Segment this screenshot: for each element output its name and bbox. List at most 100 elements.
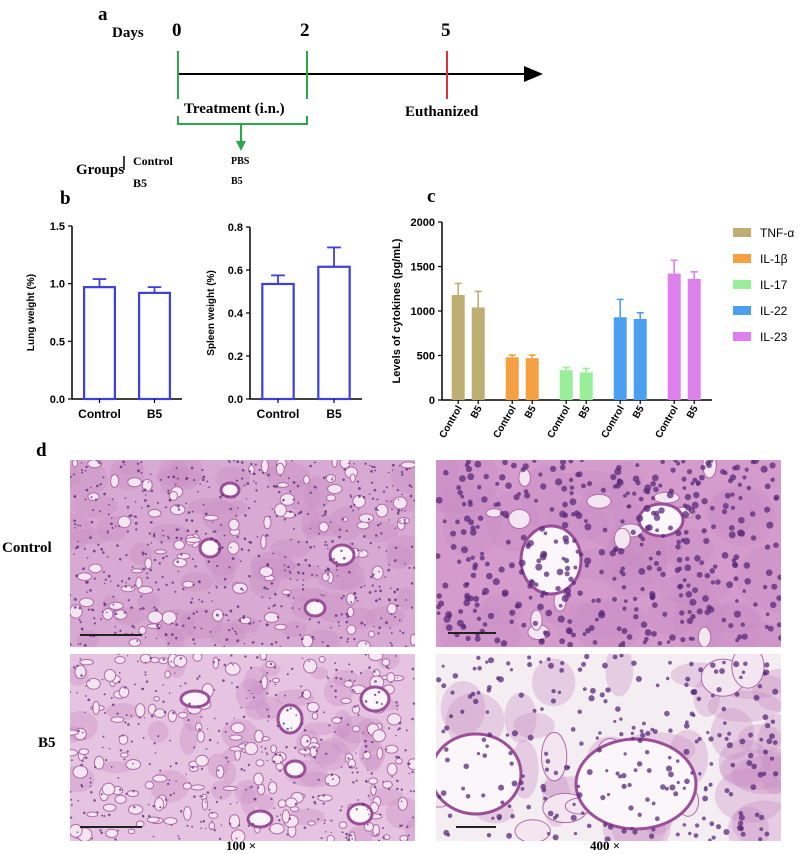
nucleus [686,583,691,588]
nucleus [363,624,366,626]
nucleus [637,533,643,539]
nucleus [94,766,97,769]
alveolar-space [228,518,240,531]
nucleus [171,581,175,584]
nucleus [284,555,287,558]
nucleus [404,749,407,752]
nucleus [162,684,165,686]
nucleus [223,534,226,537]
nucleus [463,763,470,770]
nucleus [142,553,144,556]
nucleus [350,834,353,837]
nucleus [347,838,350,841]
alveolar-space [248,464,255,475]
row-label-control: Control [2,540,52,556]
nucleus [572,802,576,807]
nucleus [117,654,120,656]
nucleus [352,509,355,512]
nucleus [236,535,239,538]
nucleus [322,802,325,805]
nucleus [696,571,703,578]
alveolar-space [399,834,409,841]
y-tick-label: 1000 [411,306,435,318]
nucleus [244,514,247,517]
nucleus [279,814,282,816]
nucleus [313,461,316,464]
nucleus [706,731,710,735]
nucleus [396,787,399,791]
nucleus [294,514,297,517]
nucleus [743,562,751,569]
alveolar-space [259,566,274,578]
nucleus [126,506,130,509]
tissue-patch [333,710,353,739]
nucleus [242,616,246,620]
tissue-patch [211,552,236,586]
tissue-patch [316,592,353,623]
nucleus [555,813,559,818]
nucleus [651,827,656,832]
nucleus [571,580,576,586]
group-treatment-b5: B5 [231,176,243,187]
nucleus [543,531,548,536]
nucleus [561,521,569,529]
nucleus [227,460,230,462]
nucleus [682,786,686,790]
nucleus [734,464,741,471]
nucleus [197,580,201,584]
nucleus [100,547,104,551]
nucleus [475,525,480,529]
nucleus [368,666,371,669]
alveolar-space [196,730,205,743]
nucleus [777,574,781,580]
nucleus [766,738,773,745]
nucleus [398,619,401,622]
nucleus [559,668,565,673]
nucleus [540,593,545,598]
nucleus [382,780,384,783]
y-tick-label: 1.5 [50,221,65,233]
nucleus [88,680,91,682]
alveolar-space [153,708,167,719]
nucleus [395,755,398,759]
nucleus [201,600,204,603]
nucleus [134,521,138,525]
nucleus [517,492,521,496]
nucleus [157,626,161,630]
nucleus [546,832,551,836]
nucleus [368,732,370,734]
nucleus [325,752,328,755]
nucleus [450,543,457,550]
bar [82,286,116,401]
nucleus [596,747,602,753]
nucleus [339,809,342,812]
nucleus [567,619,573,625]
nucleus [337,621,340,624]
nucleus [308,564,311,567]
nucleus [411,717,414,721]
nucleus [378,546,381,549]
nucleus [690,481,695,486]
nucleus [317,565,319,567]
nucleus [737,820,744,826]
nucleus [110,697,113,699]
nucleus [247,507,251,510]
nucleus [612,576,617,581]
nucleus [240,768,244,771]
nucleus [389,642,392,645]
nucleus [648,556,653,561]
nucleus [152,835,155,838]
nucleus [244,655,247,658]
nucleus [285,745,288,749]
nucleus [80,674,83,677]
nucleus [270,797,273,801]
nucleus [638,568,646,575]
alveolar-space [274,623,287,631]
airway-lumen [436,732,523,816]
nucleus [330,626,332,629]
alveolar-space [173,540,185,551]
nucleus [532,460,537,463]
nucleus [95,460,98,462]
nucleus [98,510,101,513]
nucleus [222,679,225,682]
